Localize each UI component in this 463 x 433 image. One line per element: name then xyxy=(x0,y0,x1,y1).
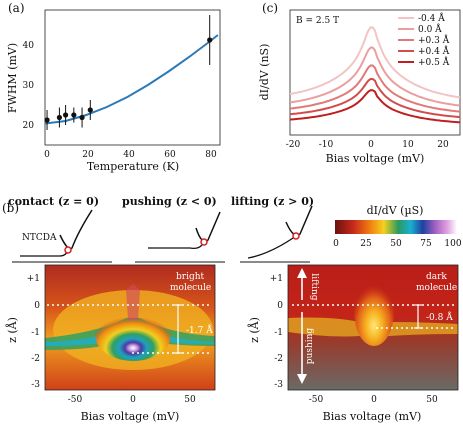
right-xtick-m50: -50 xyxy=(309,395,324,405)
left-ylabel: z (Å) xyxy=(5,317,19,343)
schematic-pushing xyxy=(135,211,225,263)
a-fit-line xyxy=(44,34,219,125)
a-ytick-30: 30 xyxy=(23,81,35,91)
left-xtick-m50: -50 xyxy=(68,395,83,405)
cbar-tick-50: 50 xyxy=(390,239,402,249)
c-curve-2 xyxy=(289,64,461,113)
schematic-contact xyxy=(12,209,112,263)
left-ytick-p1: +1 xyxy=(27,274,40,284)
a-ylabel: FWHM (mV) xyxy=(6,43,19,113)
schematic-pushing-title: pushing (z < 0) xyxy=(122,195,217,208)
c-curve-1 xyxy=(289,46,461,107)
pushing-atom xyxy=(200,238,208,246)
cbar-tick-25: 25 xyxy=(360,239,372,249)
c-legend-label: 0.0 Å xyxy=(418,23,442,35)
c-xtick-0: 0 xyxy=(368,140,374,150)
c-legend-label: -0.4 Å xyxy=(418,12,445,24)
left-xtick-50: 50 xyxy=(184,395,196,405)
ntcda-label: NTCDA xyxy=(22,233,57,243)
right-map xyxy=(288,265,458,390)
a-xtick-0: 0 xyxy=(44,150,50,160)
right-ytick-p1: +1 xyxy=(270,274,283,284)
a-data-point xyxy=(44,117,50,123)
a-data-point xyxy=(79,114,85,121)
left-xlabel: Bias voltage (mV) xyxy=(81,410,180,423)
left-map xyxy=(45,265,215,390)
pushing-label: pushing xyxy=(305,328,315,365)
c-xtick-20: 20 xyxy=(437,140,449,150)
left-map-frame xyxy=(44,264,216,391)
a-xtick-20: 20 xyxy=(82,150,94,160)
contact-atom xyxy=(64,246,72,254)
c-ylabel: dI/dV (nS) xyxy=(258,44,271,101)
a-data-point xyxy=(87,107,93,113)
right-ytick-m1: -1 xyxy=(274,328,283,338)
left-xtick-0: 0 xyxy=(130,395,136,405)
c-legend-label: +0.3 Å xyxy=(418,34,450,46)
c-curve-3 xyxy=(289,77,461,119)
colorbar-title: dI/dV (µS) xyxy=(367,204,424,217)
a-data-point xyxy=(207,37,213,43)
c-curve-4 xyxy=(289,89,461,124)
c-curve-0 xyxy=(289,26,461,99)
a-xtick-40: 40 xyxy=(123,150,135,160)
right-xtick-0: 0 xyxy=(371,395,377,405)
panel-b-label: (b) xyxy=(2,201,19,215)
left-ytick-0: 0 xyxy=(34,301,40,311)
right-ytick-m2: -2 xyxy=(274,354,283,364)
left-shift-label: -1.7 Å xyxy=(186,324,213,336)
panel-a-frame xyxy=(44,9,221,146)
right-ytick-m3: -3 xyxy=(274,380,283,390)
left-annotation-1: bright xyxy=(176,272,204,282)
a-xlabel: Temperature (K) xyxy=(87,160,179,173)
right-annotation-1: dark xyxy=(426,272,447,282)
left-ytick-m3: -3 xyxy=(31,380,40,390)
c-legend-label: +0.5 Å xyxy=(418,56,450,68)
panel-c-legend: -0.4 Å0.0 Å+0.3 Å+0.4 Å+0.5 Å xyxy=(398,12,450,68)
schematic-contact-title: contact (z = 0) xyxy=(8,195,99,208)
c-xtick-10: 10 xyxy=(402,140,414,150)
a-data-point xyxy=(62,112,69,118)
panel-c-frame xyxy=(289,9,461,136)
c-xlabel: Bias voltage (mV) xyxy=(326,152,425,165)
c-xtick-m10: -10 xyxy=(319,140,334,150)
lifting-label: lifting xyxy=(309,273,319,300)
panel-c-label: (c) xyxy=(262,1,278,15)
c-xtick-m20: -20 xyxy=(286,140,301,150)
cbar-tick-75: 75 xyxy=(420,239,432,249)
right-ylabel: z (Å) xyxy=(247,317,261,343)
left-ytick-m1: -1 xyxy=(31,328,40,338)
a-ytick-40: 40 xyxy=(23,41,35,51)
a-ytick-20: 20 xyxy=(23,121,35,131)
left-annotation-2: molecule xyxy=(170,283,211,293)
left-ytick-m2: -2 xyxy=(31,354,40,364)
schematic-lifting-title: lifting (z > 0) xyxy=(231,195,314,208)
cbar-tick-100: 100 xyxy=(444,239,461,249)
right-xtick-50: 50 xyxy=(426,395,438,405)
right-annotation-2: molecule xyxy=(416,283,457,293)
right-xlabel: Bias voltage (mV) xyxy=(323,410,422,423)
lifting-atom xyxy=(292,232,300,240)
cbar-tick-0: 0 xyxy=(333,239,339,249)
a-xtick-80: 80 xyxy=(205,150,217,160)
panel-a-label: (a) xyxy=(8,1,25,15)
a-data-point xyxy=(71,112,77,118)
colorbar xyxy=(335,220,457,234)
panel-a-plot xyxy=(44,15,219,130)
right-shift-label: -0.8 Å xyxy=(426,311,453,323)
c-legend-label: +0.4 Å xyxy=(418,45,450,57)
panel-c-plot xyxy=(289,26,461,124)
right-ytick-0: 0 xyxy=(277,301,283,311)
pushing-arrowhead xyxy=(297,374,307,384)
a-data-point xyxy=(56,114,63,121)
right-map-frame xyxy=(287,264,459,391)
c-field-label: B = 2.5 T xyxy=(296,16,339,26)
a-xtick-60: 60 xyxy=(164,150,176,160)
schematic-lifting xyxy=(240,205,313,263)
lifting-arrowhead xyxy=(297,268,307,278)
